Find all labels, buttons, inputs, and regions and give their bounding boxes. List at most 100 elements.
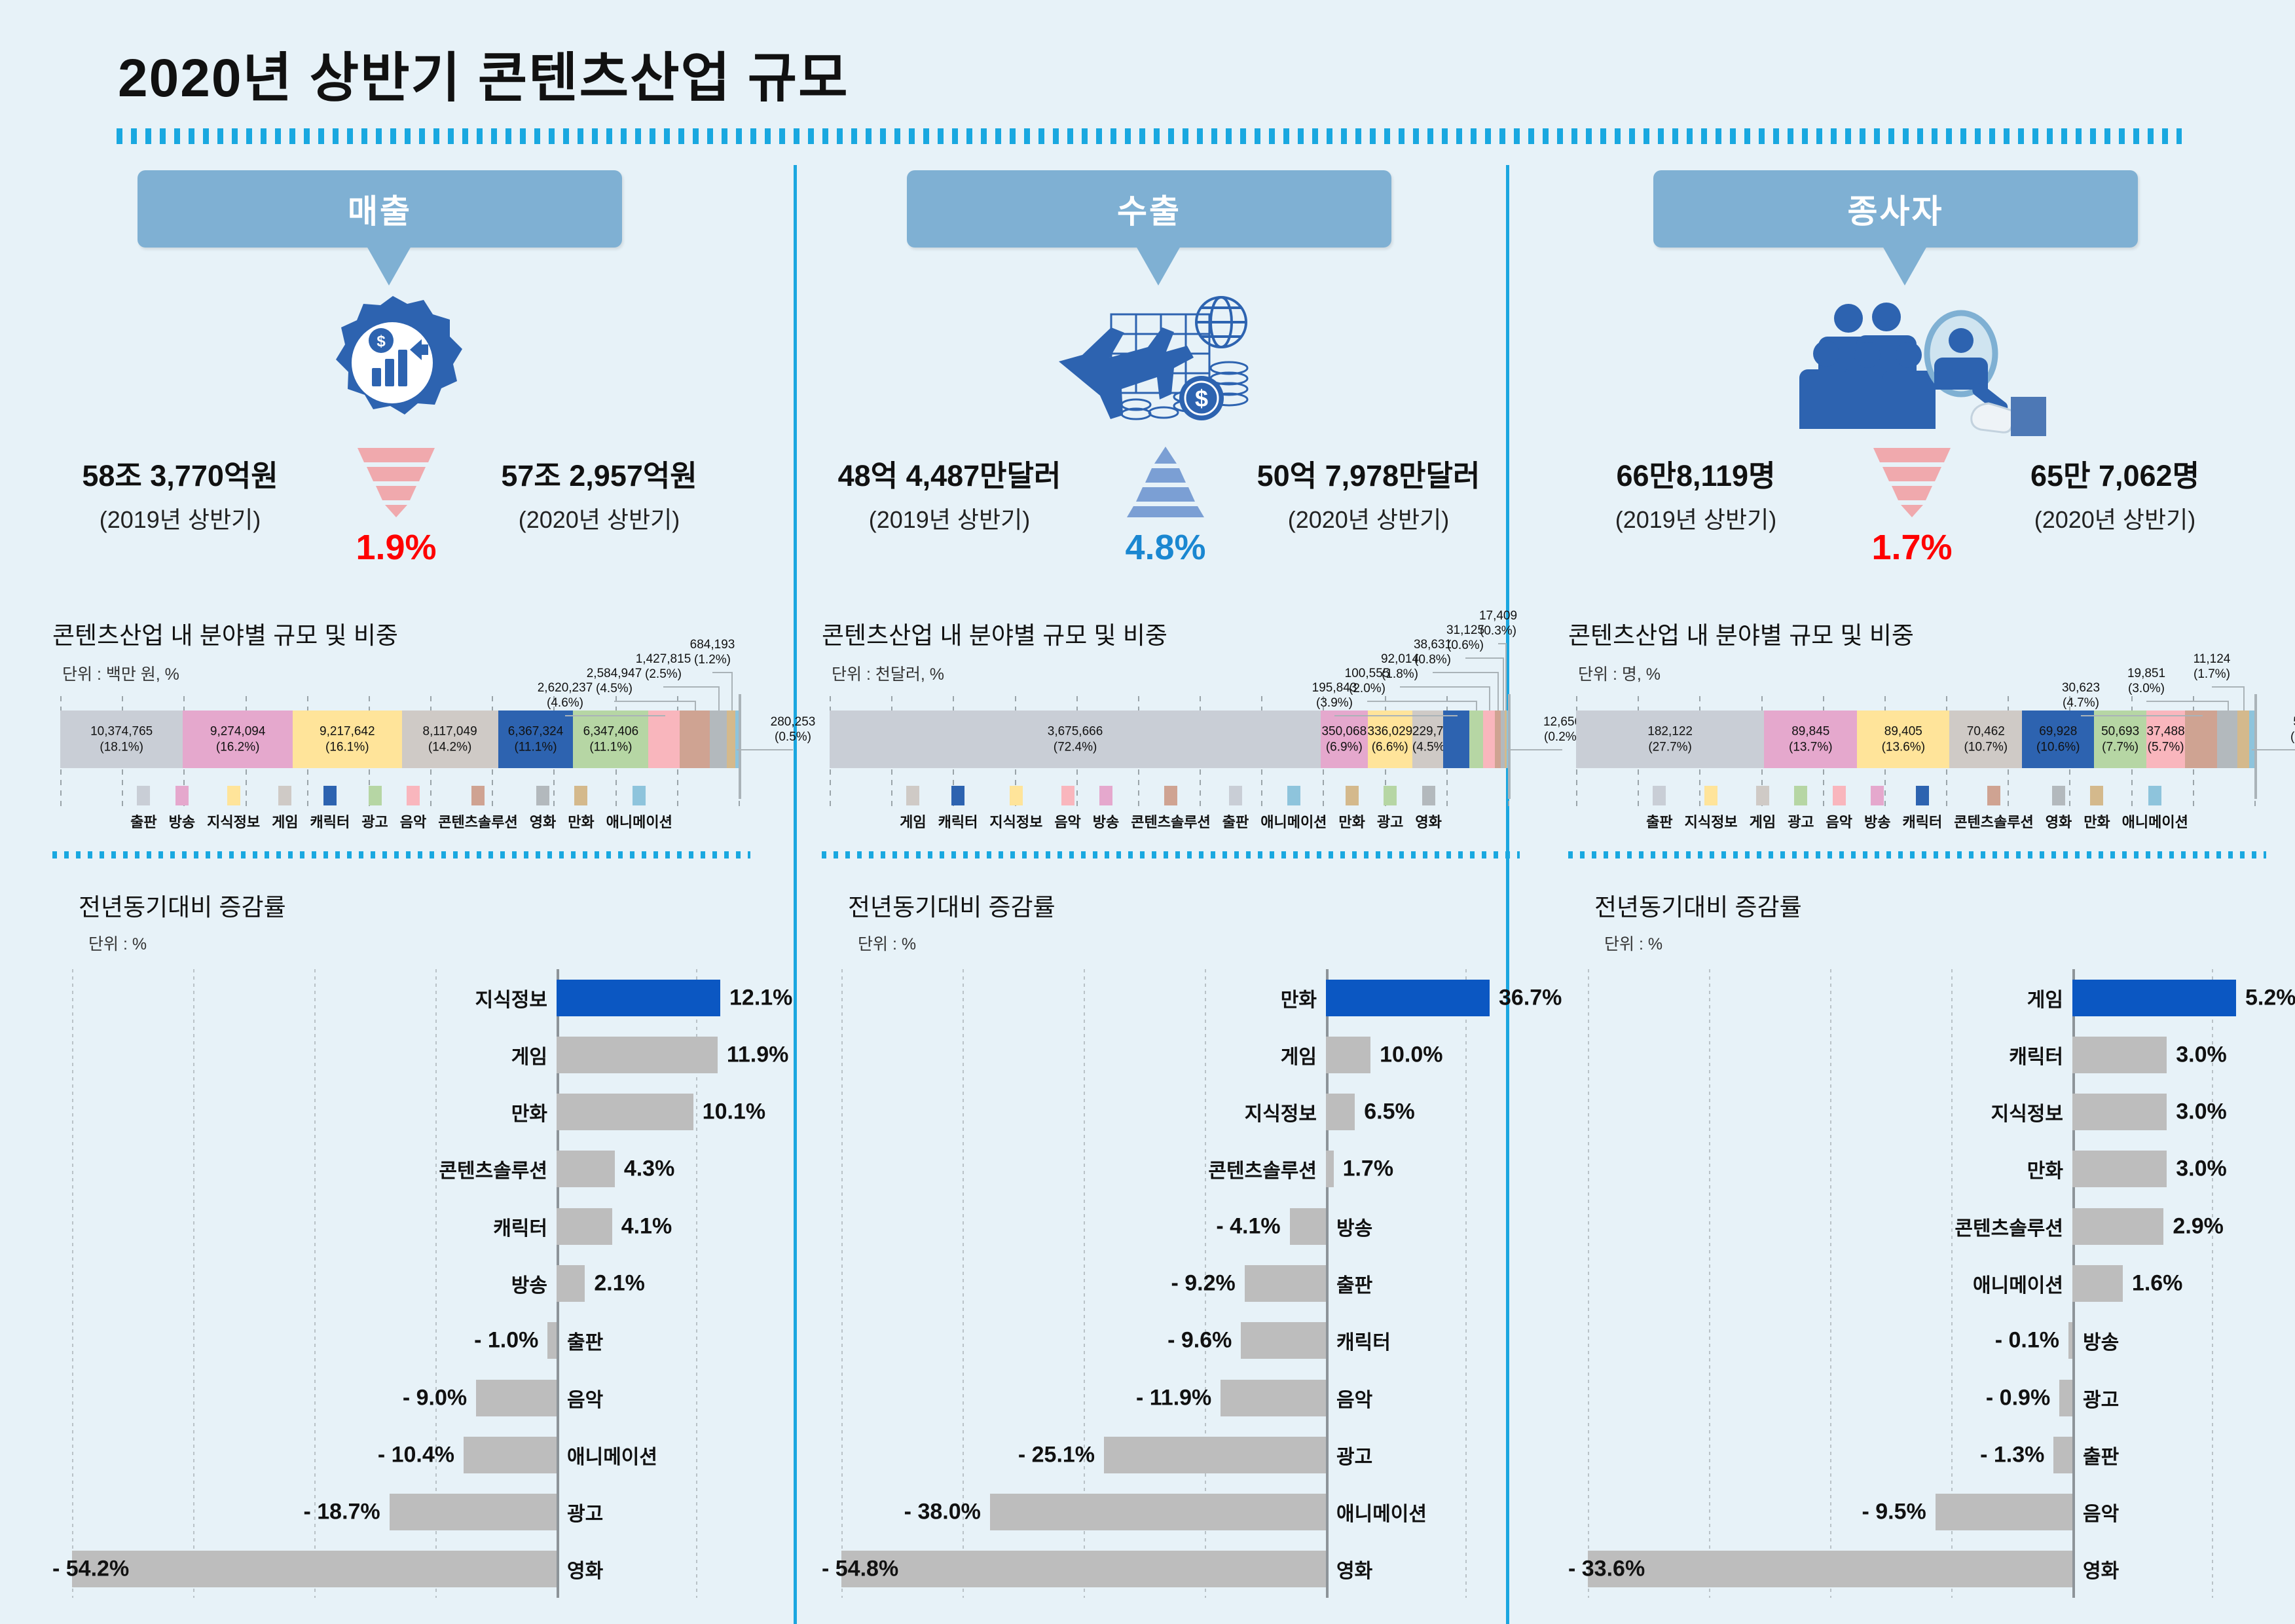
growth-bar-row[interactable]: 광고 - 18.7% (52, 1492, 750, 1532)
stacked-bar-segment[interactable] (1495, 710, 1501, 768)
stacked-bar-segment[interactable] (1506, 710, 1508, 768)
legend-item[interactable]: 음악 (394, 786, 432, 832)
legend-item[interactable]: 방송 (1858, 786, 1896, 832)
stacked-bar-segment[interactable]: 350,068 (6.9%) (1321, 710, 1368, 768)
stacked-bar-segment[interactable]: 336,029 (6.6%) (1367, 710, 1412, 768)
growth-bar-row[interactable]: 출판 - 1.0% (52, 1320, 750, 1361)
growth-bar-row[interactable]: 출판 - 9.2% (822, 1263, 1520, 1304)
stacked-bar-segment[interactable]: 3,675,666 (72.4%) (830, 710, 1321, 768)
growth-bar-row[interactable]: 음악 - 9.5% (1568, 1492, 2266, 1532)
stacked-bar-segment[interactable] (2185, 710, 2217, 768)
legend-item[interactable]: 출판 (1640, 786, 1678, 832)
growth-bar-row[interactable]: 지식정보 6.5% (822, 1092, 1520, 1132)
legend-item[interactable]: 지식정보 (1679, 786, 1744, 832)
stacked-bar-segment[interactable] (1504, 710, 1507, 768)
growth-bar-row[interactable]: 캐릭터 3.0% (1568, 1035, 2266, 1075)
legend-item[interactable]: 캐릭터 (932, 786, 984, 832)
legend-item[interactable]: 게임 (894, 786, 932, 832)
stacked-bar-segment[interactable] (1469, 710, 1483, 768)
stacked-bar-segment[interactable]: 10,374,765 (18.1%) (60, 710, 183, 768)
legend-swatch-icon (2090, 786, 2104, 805)
legend-item[interactable]: 애니메이션 (1255, 786, 1332, 832)
stacked-bar-segment[interactable] (735, 710, 739, 768)
growth-bar-row[interactable]: 광고 - 0.9% (1568, 1378, 2266, 1418)
legend-item[interactable]: 영화 (2040, 786, 2078, 832)
stacked-bar-segment[interactable]: 9,274,094 (16.2%) (183, 710, 293, 768)
growth-bar-row[interactable]: 만화 10.1% (52, 1092, 765, 1132)
stacked-bar-segment[interactable] (2249, 710, 2254, 768)
growth-bar-row[interactable]: 게임 5.2% (1568, 978, 2295, 1018)
growth-bar-row[interactable]: 방송 2.1% (52, 1263, 750, 1304)
legend-item[interactable]: 출판 (1217, 786, 1255, 832)
growth-bar-row[interactable]: 광고 - 25.1% (822, 1435, 1520, 1475)
stacked-bar-segment[interactable]: 8,117,049 (14.2%) (401, 710, 498, 768)
stacked-bar-segment[interactable] (679, 710, 710, 768)
stacked-bar-segment[interactable] (648, 710, 680, 768)
legend-item[interactable]: 음악 (1048, 786, 1086, 832)
stacked-bar-segment[interactable]: 9,217,642 (16.1%) (292, 710, 402, 768)
legend-item[interactable]: 콘텐츠솔루션 (432, 786, 523, 832)
legend-item[interactable]: 영화 (1409, 786, 1447, 832)
legend-item[interactable]: 출판 (124, 786, 162, 832)
legend-item[interactable]: 광고 (1371, 786, 1409, 832)
legend-item[interactable]: 지식정보 (983, 786, 1048, 832)
stacked-bar-segment[interactable] (2237, 710, 2249, 768)
growth-bar-row[interactable]: 음악 - 9.0% (52, 1378, 750, 1418)
stacked-bar-segment[interactable]: 37,488 (5.7%) (2146, 710, 2186, 768)
stacked-bar-segment[interactable] (1442, 710, 1469, 768)
growth-bar-row[interactable]: 콘텐츠솔루션 4.3% (52, 1149, 750, 1189)
stacked-bar-segment[interactable]: 89,405 (13.6%) (1857, 710, 1950, 768)
growth-bar-row[interactable]: 출판 - 1.3% (1568, 1435, 2266, 1475)
legend-item[interactable]: 광고 (356, 786, 394, 832)
legend-item[interactable]: 만화 (562, 786, 600, 832)
legend-item[interactable]: 만화 (2078, 786, 2116, 832)
legend-item[interactable]: 만화 (1332, 786, 1370, 832)
legend-item[interactable]: 콘텐츠솔루션 (1125, 786, 1216, 832)
legend-item[interactable]: 영화 (524, 786, 562, 832)
growth-bar-row[interactable]: 애니메이션 1.6% (1568, 1263, 2266, 1304)
stacked-bar-segment[interactable]: 70,462 (10.7%) (1949, 710, 2023, 768)
legend-item[interactable]: 애니메이션 (600, 786, 678, 832)
growth-bar-row[interactable]: 콘텐츠솔루션 1.7% (822, 1149, 1520, 1189)
legend-item[interactable]: 게임 (266, 786, 304, 832)
legend-item[interactable]: 지식정보 (201, 786, 266, 832)
stacked-bar-segment[interactable] (710, 710, 727, 768)
legend-item[interactable]: 게임 (1744, 786, 1782, 832)
legend-item[interactable]: 콘텐츠솔루션 (1948, 786, 2039, 832)
legend-item[interactable]: 애니메이션 (2116, 786, 2194, 832)
growth-bar-row[interactable]: 게임 10.0% (822, 1035, 1520, 1075)
growth-bar-row[interactable]: 지식정보 12.1% (52, 978, 792, 1018)
stacked-bar-segment[interactable]: 89,845 (13.7%) (1764, 710, 1858, 768)
growth-bar-row[interactable]: 영화 - 54.8% (822, 1549, 1520, 1589)
growth-bar-row[interactable]: 방송 - 4.1% (822, 1206, 1520, 1247)
growth-bar-row[interactable]: 만화 3.0% (1568, 1149, 2266, 1189)
legend-item[interactable]: 방송 (1087, 786, 1125, 832)
growth-bar-row[interactable]: 캐릭터 4.1% (52, 1206, 750, 1247)
growth-bar-row[interactable]: 만화 36.7% (822, 978, 1562, 1018)
growth-bar-row[interactable]: 방송 - 0.1% (1568, 1320, 2266, 1361)
legend-item[interactable]: 방송 (163, 786, 201, 832)
stacked-bar-segment[interactable]: 50,693 (7.7%) (2094, 710, 2147, 768)
legend-item[interactable]: 음악 (1820, 786, 1858, 832)
growth-bar-row[interactable]: 영화 - 33.6% (1568, 1549, 2266, 1589)
legend-item[interactable]: 캐릭터 (304, 786, 356, 832)
growth-bar-row[interactable]: 영화 - 54.2% (52, 1549, 750, 1589)
stacked-bar-segment[interactable]: 6,347,406 (11.1%) (573, 710, 649, 768)
stacked-bar-segment[interactable] (2216, 710, 2238, 768)
legend-item[interactable]: 캐릭터 (1897, 786, 1949, 832)
growth-bar-row[interactable]: 음악 - 11.9% (822, 1378, 1520, 1418)
stacked-bar-segment[interactable]: 6,367,324 (11.1%) (498, 710, 574, 768)
legend-item[interactable]: 광고 (1782, 786, 1820, 832)
growth-bar-row[interactable]: 애니메이션 - 38.0% (822, 1492, 1520, 1532)
stacked-bar-segment[interactable] (1500, 710, 1505, 768)
growth-bar-row[interactable]: 지식정보 3.0% (1568, 1092, 2266, 1132)
stacked-bar-segment[interactable]: 229,782 (4.5%) (1412, 710, 1458, 768)
growth-bar-row[interactable]: 캐릭터 - 9.6% (822, 1320, 1520, 1361)
stacked-bar-segment[interactable] (1482, 710, 1496, 768)
stacked-bar-segment[interactable]: 69,928 (10.6%) (2022, 710, 2095, 768)
stacked-bar-segment[interactable]: 182,122 (27.7%) (1576, 710, 1765, 768)
growth-bar-row[interactable]: 콘텐츠솔루션 2.9% (1568, 1206, 2266, 1247)
growth-bar-row[interactable]: 게임 11.9% (52, 1035, 788, 1075)
growth-bar-row[interactable]: 애니메이션 - 10.4% (52, 1435, 750, 1475)
stacked-bar-segment[interactable] (727, 710, 735, 768)
